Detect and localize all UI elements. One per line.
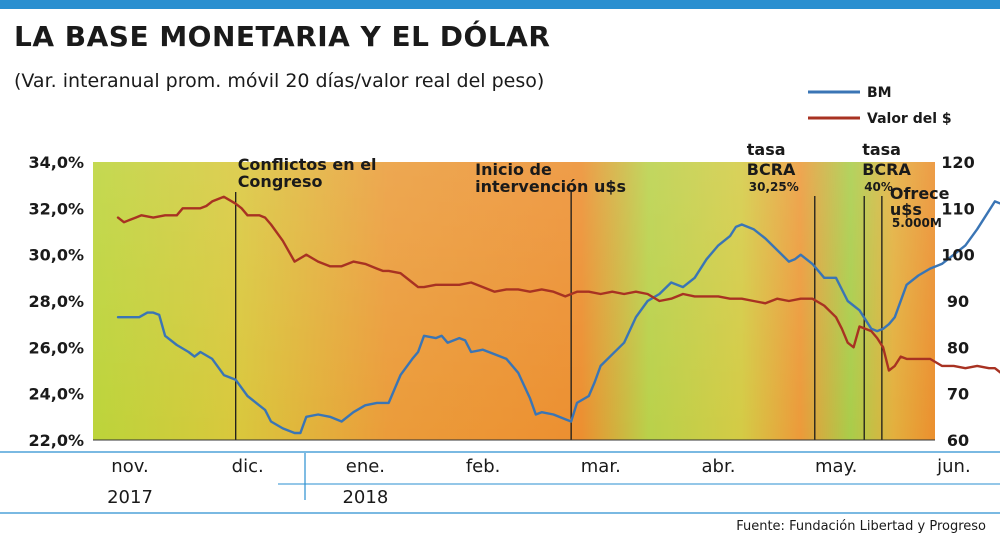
annotation-text: BCRA <box>862 160 911 179</box>
annotation-text: Conflictos en el <box>238 155 377 174</box>
series-line-bm <box>116 200 1000 435</box>
x-tick-label: nov. <box>111 456 148 477</box>
y-left-tick-label: 24,0% <box>28 385 84 404</box>
x-tick-label: mar. <box>581 456 621 477</box>
chart-subtitle: (Var. interanual prom. móvil 20 días/val… <box>14 70 545 92</box>
annotation-text: Ofrece <box>890 184 950 203</box>
annotation-text: intervención u$s <box>475 177 626 196</box>
top-accent-bar <box>0 0 1000 9</box>
x-tick-label: abr. <box>702 456 736 477</box>
x-tick-label: ene. <box>346 456 385 477</box>
annotation-text: u$s <box>890 200 922 219</box>
x-axis: nov. dic. ene. feb. mar. abr. may. jun. 2017 2018 <box>107 456 971 508</box>
legend: BM Valor del $ <box>808 85 952 127</box>
series-layer <box>116 195 1000 435</box>
legend-valor-label: Valor del $ <box>867 111 952 127</box>
y-right-tick-label: 120 <box>941 153 974 172</box>
annotation-text: Inicio de <box>475 160 552 179</box>
x-year-label: 2017 <box>107 487 153 508</box>
annotation-text: BCRA <box>747 160 796 179</box>
y-axis-left: 22,0% 24,0% 26,0% 28,0% 30,0% 32,0% 34,0% <box>28 153 84 450</box>
annotation-text: Congreso <box>238 172 323 191</box>
event-lines <box>235 192 883 440</box>
chart-title: LA BASE MONETARIA Y EL DÓLAR <box>14 20 551 53</box>
y-left-tick-label: 28,0% <box>28 292 84 311</box>
y-left-tick-label: 30,0% <box>28 246 84 265</box>
y-left-tick-label: 26,0% <box>28 338 84 357</box>
y-left-tick-label: 32,0% <box>28 199 84 218</box>
y-right-tick-label: 60 <box>947 431 969 450</box>
x-tick-label: dic. <box>232 456 264 477</box>
x-tick-label: may. <box>815 456 857 477</box>
legend-bm-label: BM <box>867 85 892 101</box>
y-axis-right: 60 70 80 90 100 110 120 <box>941 153 974 450</box>
y-right-tick-label: 70 <box>947 385 969 404</box>
y-right-tick-label: 80 <box>947 338 969 357</box>
source-credit: Fuente: Fundación Libertad y Progreso <box>736 519 986 534</box>
x-tick-label: feb. <box>466 456 501 477</box>
plot-background-shade <box>93 162 935 440</box>
y-right-tick-label: 110 <box>941 199 974 218</box>
x-year-label: 2018 <box>342 487 388 508</box>
annotation-text: tasa <box>862 140 901 159</box>
annotation-text: tasa <box>747 140 786 159</box>
y-right-tick-label: 100 <box>941 246 974 265</box>
annotation-value: 30,25% <box>749 180 799 194</box>
x-tick-label: jun. <box>936 456 971 477</box>
annotation-value: 5.000M <box>892 216 942 230</box>
y-left-tick-label: 22,0% <box>28 431 84 450</box>
series-line-valor <box>116 195 1000 374</box>
annotation-value: 40% <box>864 180 893 194</box>
y-left-tick-label: 34,0% <box>28 153 84 172</box>
y-right-tick-label: 90 <box>947 292 969 311</box>
